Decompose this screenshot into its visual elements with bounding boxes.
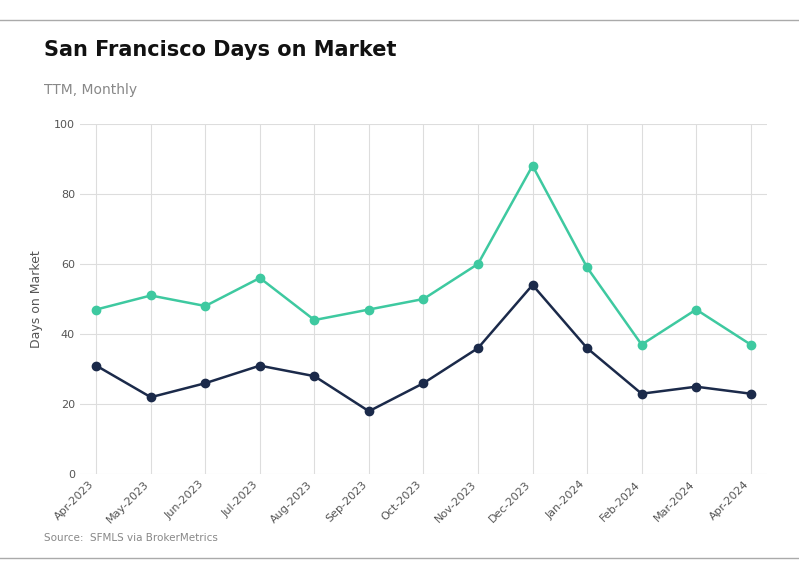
Single-Family Home bbox=[364, 408, 374, 415]
Single-Family Home bbox=[582, 344, 592, 351]
Condo bbox=[746, 341, 756, 348]
Condo bbox=[691, 306, 701, 313]
Line: Condo: Condo bbox=[92, 162, 755, 349]
Single-Family Home bbox=[473, 344, 483, 351]
Text: TTM, Monthly: TTM, Monthly bbox=[44, 83, 137, 97]
Line: Single-Family Home: Single-Family Home bbox=[92, 281, 755, 415]
Condo bbox=[637, 341, 646, 348]
Single-Family Home bbox=[528, 282, 538, 289]
Condo bbox=[582, 264, 592, 271]
Single-Family Home bbox=[255, 362, 264, 369]
Single-Family Home bbox=[146, 394, 156, 401]
Condo bbox=[473, 260, 483, 267]
Condo bbox=[364, 306, 374, 313]
Condo bbox=[146, 292, 156, 299]
Y-axis label: Days on Market: Days on Market bbox=[30, 250, 43, 348]
Single-Family Home bbox=[201, 380, 210, 386]
Single-Family Home bbox=[91, 362, 101, 369]
Text: Source:  SFMLS via BrokerMetrics: Source: SFMLS via BrokerMetrics bbox=[44, 534, 218, 543]
Condo bbox=[419, 296, 428, 302]
Single-Family Home bbox=[309, 373, 319, 380]
Single-Family Home bbox=[746, 390, 756, 397]
Condo bbox=[201, 302, 210, 309]
Condo bbox=[255, 274, 264, 281]
Single-Family Home bbox=[419, 380, 428, 386]
Text: San Francisco Days on Market: San Francisco Days on Market bbox=[44, 40, 396, 60]
Condo bbox=[309, 317, 319, 324]
Condo bbox=[528, 162, 538, 169]
Single-Family Home bbox=[637, 390, 646, 397]
Condo bbox=[91, 306, 101, 313]
Single-Family Home bbox=[691, 383, 701, 390]
